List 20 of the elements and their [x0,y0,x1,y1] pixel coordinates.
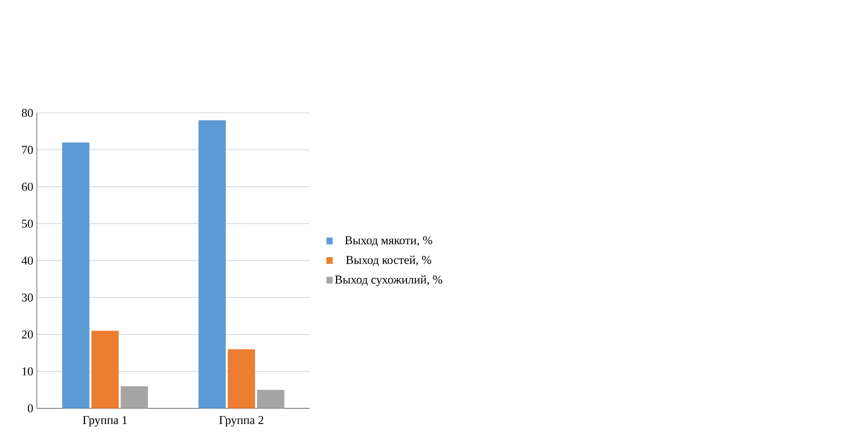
x-tick-label: Группа 1 [82,416,127,426]
y-tick-label: 0 [28,404,33,412]
y-tick-label: 40 [22,256,33,264]
x-tick-label: Группа 2 [219,416,264,426]
bar [228,349,256,408]
y-tick-label: 70 [22,146,33,154]
bar [198,120,226,408]
bar [120,386,148,408]
bar [91,330,119,408]
bar [62,142,90,408]
y-tick-label: 30 [22,293,33,302]
y-tick-label: 10 [22,367,33,376]
y-tick-label: 50 [22,219,33,228]
y-tick-label: 80 [22,108,33,117]
y-tick-label: 60 [22,182,33,191]
bar [257,390,284,408]
legend-label: Выход костей, % [346,255,432,266]
legend-label: Выход сухожилий, % [335,275,442,286]
legend-label: Выход мякоти, % [345,236,432,246]
y-tick-label: 20 [22,330,33,338]
